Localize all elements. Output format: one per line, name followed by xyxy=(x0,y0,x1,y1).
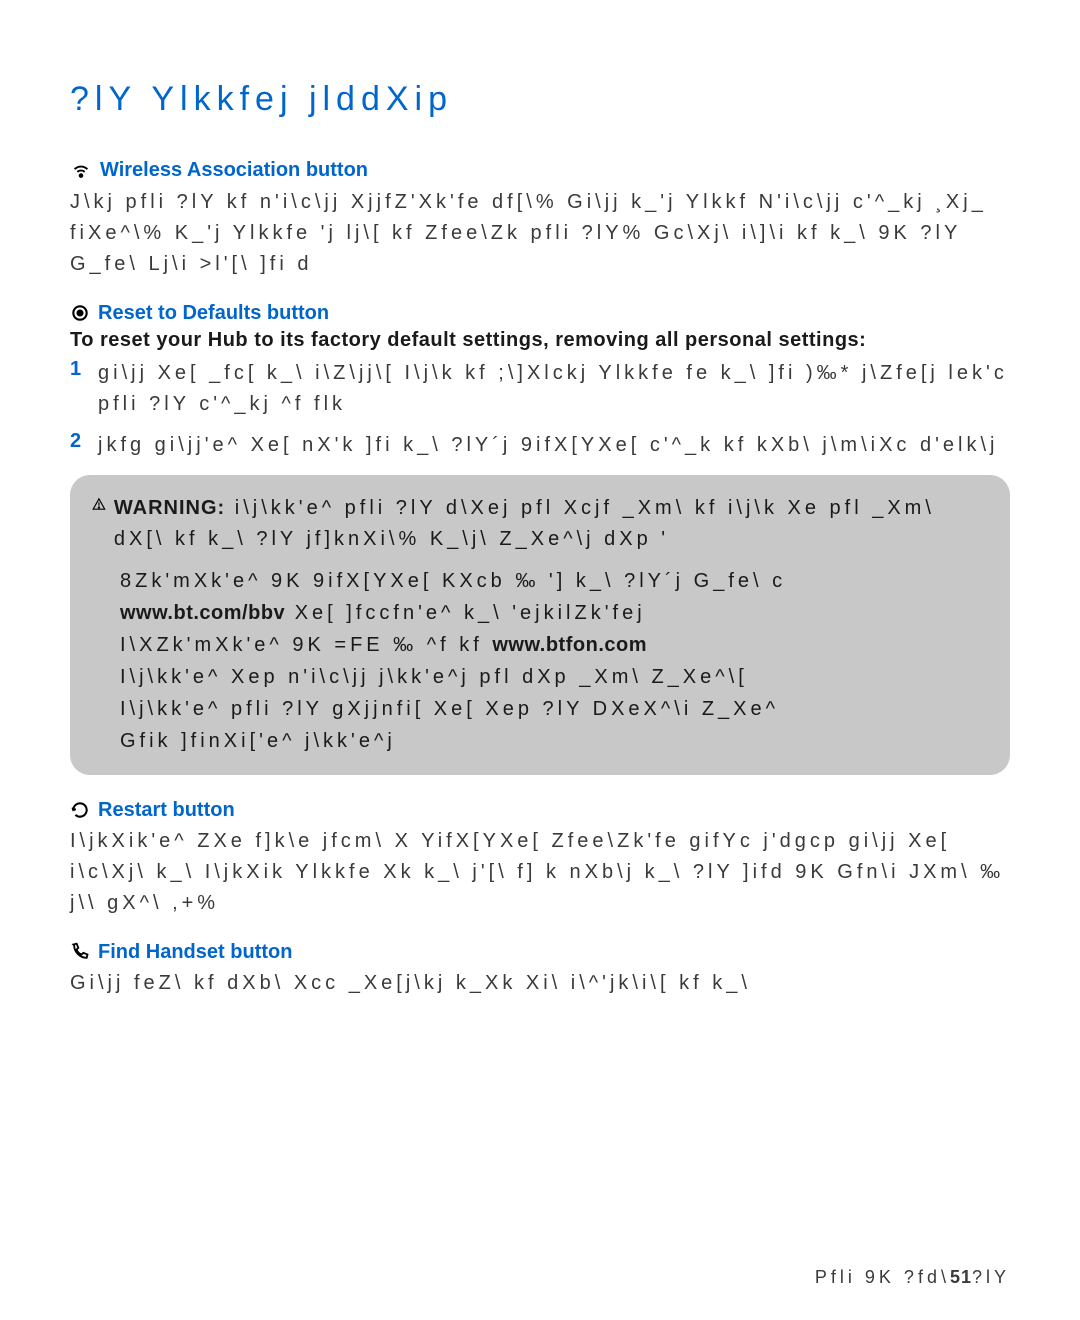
warning-line4: I\j\kk'e^ Xep n'i\c\jj j\kk'e^j pfl dXp … xyxy=(120,661,988,693)
warning-label: WARNING: xyxy=(114,497,225,519)
find-heading: Find Handset button xyxy=(70,941,292,964)
reset-step-1: 1 gi\jj Xe[ _fc[ k_\ i\Z\jj\[ I\j\k kf ;… xyxy=(70,358,1010,420)
after-link1: Xe[ ]fccfn'e^ k_\ 'ejkilZk'fej xyxy=(285,602,645,624)
step-number: 1 xyxy=(70,358,84,420)
find-heading-text: Find Handset button xyxy=(98,941,292,964)
wireless-body: J\kj pfli ?lY kf n'i\c\jj XjjfZ'Xk'fe df… xyxy=(70,187,1010,280)
warning-link-line2: I\XZk'mXk'e^ 9K =FE ‰ ^f kf www.btfon.co… xyxy=(120,629,988,661)
reset-heading: Reset to Defaults button xyxy=(70,302,329,325)
wireless-icon xyxy=(70,160,92,182)
warning-link-line1: www.bt.com/bbv Xe[ ]fccfn'e^ k_\ 'ejkilZ… xyxy=(120,597,988,629)
wireless-heading-text: Wireless Association button xyxy=(100,159,368,182)
warning-line5: I\j\kk'e^ pfli ?lY gXjjnfi[ Xe[ Xep ?lY … xyxy=(120,693,988,725)
footer-tail: ?lY xyxy=(972,1267,1010,1287)
reset-heading-text: Reset to Defaults button xyxy=(98,302,329,325)
warning-line6: Gfik ]finXi['e^ j\kk'e^j xyxy=(120,725,988,757)
warning-inner-line: 8Zk'mXk'e^ 9K 9ifX[YXe[ KXcb ‰ '] k_\ ?l… xyxy=(120,565,988,597)
wireless-heading: Wireless Association button xyxy=(70,159,368,182)
step-text: gi\jj Xe[ _fc[ k_\ i\Z\jj\[ I\j\k kf ;\]… xyxy=(98,358,1010,420)
find-body: Gi\jj feZ\ kf dXb\ Xcc _Xe[j\kj k_Xk Xi\… xyxy=(70,968,1010,999)
reset-icon xyxy=(70,303,90,323)
footer-text: Pfli 9K ?fd\ xyxy=(815,1267,950,1287)
btfon-link[interactable]: www.btfon.com xyxy=(492,634,647,656)
footer-page: 51 xyxy=(950,1267,972,1287)
warning-box: WARNING: i\j\kk'e^ pfli ?lY d\Xej pfl Xc… xyxy=(70,475,1010,775)
restart-heading-text: Restart button xyxy=(98,799,235,822)
reset-step-2: 2 jkfg gi\jj'e^ Xe[ nX'k ]fi k_\ ?lY´j 9… xyxy=(70,430,1010,461)
step-number: 2 xyxy=(70,430,84,461)
handset-icon xyxy=(70,942,90,962)
restart-icon xyxy=(70,800,90,820)
step-text: jkfg gi\jj'e^ Xe[ nX'k ]fi k_\ ?lY´j 9if… xyxy=(98,430,998,461)
page-footer: Pfli 9K ?fd\51?lY xyxy=(815,1267,1010,1288)
warning-inner: 8Zk'mXk'e^ 9K 9ifX[YXe[ KXcb ‰ '] k_\ ?l… xyxy=(92,565,988,757)
warning-text: i\j\kk'e^ pfli ?lY d\Xej pfl Xcjf _Xm\ k… xyxy=(114,497,935,550)
reset-intro: To reset your Hub to its factory default… xyxy=(70,329,1010,352)
page-title: ?lY Ylkkfej jlddXip xyxy=(70,80,1010,119)
warning-line1: WARNING: i\j\kk'e^ pfli ?lY d\Xej pfl Xc… xyxy=(92,493,988,555)
warning-icon xyxy=(92,493,106,515)
restart-body: I\jkXik'e^ ZXe f]k\e jfcm\ X YifX[YXe[ Z… xyxy=(70,826,1010,919)
restart-heading: Restart button xyxy=(70,799,235,822)
line3: I\XZk'mXk'e^ 9K =FE ‰ ^f kf xyxy=(120,634,492,656)
bbv-link[interactable]: www.bt.com/bbv xyxy=(120,602,285,624)
